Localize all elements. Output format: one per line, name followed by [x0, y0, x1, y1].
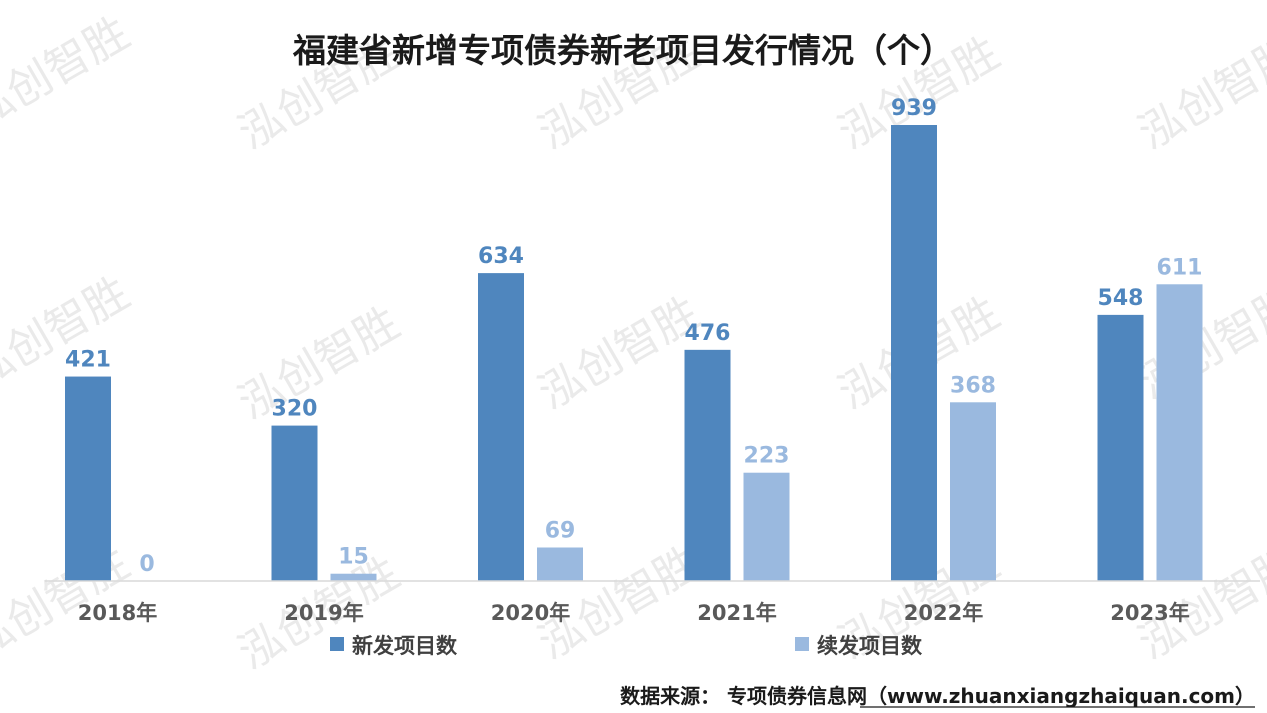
bar-new-3 [684, 349, 731, 581]
data-label-new-2: 634 [478, 244, 524, 269]
bar-new-5 [1097, 314, 1144, 581]
bar-continued-2 [537, 547, 583, 581]
data-label-new-4: 939 [891, 96, 937, 121]
watermark-text-4: 泓创智胜 [1130, 27, 1267, 159]
bar-continued-3 [743, 472, 790, 581]
watermark-text-6: 泓创智胜 [230, 297, 408, 429]
data-label-continued-4: 368 [950, 373, 996, 398]
watermark-text-7: 泓创智胜 [530, 287, 708, 419]
chart-title: 福建省新增专项债券新老项目发行情况（个） [292, 31, 953, 70]
category-label-3: 2021年 [697, 601, 776, 625]
data-label-continued-5: 611 [1157, 255, 1203, 280]
legend: 新发项目数 续发项目数 [330, 634, 923, 658]
category-label-0: 2018年 [78, 601, 157, 625]
category-label-5: 2023年 [1110, 601, 1189, 625]
legend-label-continued: 续发项目数 [817, 634, 923, 658]
data-label-continued-3: 223 [744, 444, 790, 469]
data-label-new-3: 476 [685, 321, 731, 346]
bar-new-1 [271, 425, 318, 581]
category-labels: 2018年 2019年 2020年 2021年 2022年 2023年 [78, 601, 1190, 625]
data-label-continued-2: 69 [545, 518, 576, 543]
data-label-continued-0: 0 [139, 552, 154, 577]
legend-label-new: 新发项目数 [352, 634, 458, 658]
bar-continued-1 [330, 573, 377, 581]
data-label-new-5: 548 [1098, 286, 1144, 311]
category-label-2: 2020年 [491, 601, 570, 625]
bar-layer [65, 125, 1203, 581]
bar-new-2 [478, 273, 524, 581]
data-label-continued-1: 15 [338, 545, 369, 570]
data-label-layer: 421 0 320 15 634 69 476 223 939 368 548 611 [65, 96, 1202, 577]
bar-continued-4 [950, 402, 996, 581]
bar-continued-5 [1156, 284, 1203, 581]
source-note: 数据来源： 专项债券信息网（www.zhuanxiangzhaiquan.com… [620, 684, 1255, 708]
data-label-new-1: 320 [272, 397, 318, 422]
data-label-new-0: 421 [65, 348, 111, 373]
legend-swatch-continued [795, 637, 809, 651]
bar-new-4 [891, 125, 937, 581]
bar-new-0 [65, 376, 111, 581]
category-label-4: 2022年 [904, 601, 983, 625]
category-label-1: 2019年 [284, 601, 363, 625]
legend-swatch-new [330, 637, 344, 651]
watermark-text-0: 泓创智胜 [0, 7, 138, 139]
